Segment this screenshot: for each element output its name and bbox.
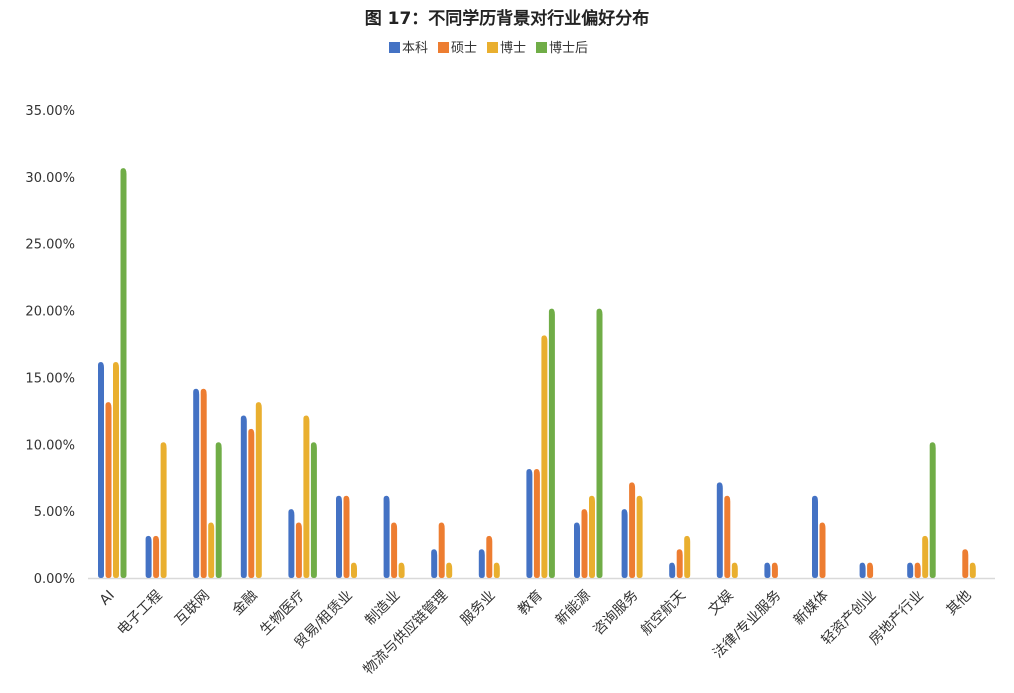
bar-硕士 bbox=[391, 522, 398, 578]
bar-本科 bbox=[621, 509, 628, 578]
x-tick-label: AI bbox=[97, 588, 118, 609]
bar-本科 bbox=[574, 522, 580, 578]
x-tick-label: 航空航天 bbox=[638, 588, 689, 639]
bar-硕士 bbox=[438, 522, 445, 578]
bar-本科 bbox=[193, 388, 200, 578]
y-tick-label: 25.00% bbox=[25, 238, 75, 253]
bar-硕士 bbox=[105, 402, 112, 578]
x-tick-label: 文娱 bbox=[706, 588, 737, 619]
bar-博士后 bbox=[310, 442, 317, 578]
bars bbox=[98, 168, 976, 578]
bar-博士 bbox=[351, 562, 357, 578]
x-tick-label: 咨询服务 bbox=[591, 588, 642, 639]
bar-博士 bbox=[398, 562, 405, 578]
x-tick-label: 服务业 bbox=[458, 588, 499, 629]
bar-硕士 bbox=[819, 522, 826, 578]
legend: 本科 硕士 博士 博士后 bbox=[389, 41, 588, 56]
legend-swatch bbox=[536, 42, 547, 53]
legend-label: 硕士 bbox=[451, 41, 477, 56]
bar-博士 bbox=[303, 415, 310, 578]
bar-本科 bbox=[812, 495, 818, 578]
bar-博士后 bbox=[120, 168, 127, 578]
bar-博士 bbox=[255, 402, 262, 578]
y-tick-label: 10.00% bbox=[25, 438, 75, 453]
bar-硕士 bbox=[486, 535, 493, 578]
bar-博士 bbox=[684, 535, 691, 578]
bar-博士后 bbox=[929, 442, 936, 578]
bar-本科 bbox=[98, 362, 104, 578]
bar-本科 bbox=[859, 562, 866, 578]
bar-本科 bbox=[669, 562, 676, 578]
bar-硕士 bbox=[248, 428, 255, 578]
bar-博士 bbox=[969, 562, 976, 578]
bar-博士 bbox=[922, 535, 929, 578]
bar-博士 bbox=[208, 522, 215, 578]
bar-博士 bbox=[541, 335, 548, 578]
x-tick-label: 教育 bbox=[515, 588, 546, 619]
x-tick-label: 金融 bbox=[230, 588, 261, 619]
bar-硕士 bbox=[581, 509, 588, 578]
legend-label: 本科 bbox=[402, 41, 428, 56]
chart-title: 图 17：不同学历背景对行业偏好分布 bbox=[365, 8, 650, 29]
x-tick-label: 新能源 bbox=[553, 588, 594, 629]
x-tick-label: 其他 bbox=[944, 588, 975, 619]
y-tick-label: 20.00% bbox=[25, 305, 75, 320]
bar-硕士 bbox=[533, 469, 540, 578]
bar-博士 bbox=[636, 495, 643, 578]
x-tick-label: 电子工程 bbox=[115, 588, 166, 639]
bar-本科 bbox=[907, 562, 914, 578]
bar-本科 bbox=[288, 509, 295, 578]
bar-博士 bbox=[731, 562, 738, 578]
x-tick-label: 物流与供应链管理 bbox=[360, 587, 451, 678]
bar-硕士 bbox=[295, 522, 302, 578]
bar-硕士 bbox=[200, 388, 207, 578]
y-tick-label: 15.00% bbox=[25, 371, 75, 386]
bar-硕士 bbox=[676, 549, 683, 578]
x-tick-label: 制造业 bbox=[362, 588, 403, 629]
bar-硕士 bbox=[724, 495, 731, 578]
y-axis: 0.00% 5.00% 10.00% 15.00% 20.00% 25.00% 30.00%… bbox=[25, 104, 75, 587]
bar-本科 bbox=[240, 415, 247, 578]
legend-swatch bbox=[389, 42, 400, 53]
bar-本科 bbox=[383, 495, 390, 578]
y-tick-label: 35.00% bbox=[25, 104, 75, 119]
bar-博士 bbox=[113, 362, 119, 578]
bar-本科 bbox=[526, 469, 533, 578]
y-tick-label: 5.00% bbox=[34, 505, 75, 520]
bar-本科 bbox=[478, 549, 485, 578]
legend-swatch bbox=[487, 42, 498, 53]
x-tick-label: 互联网 bbox=[172, 588, 213, 629]
bar-硕士 bbox=[629, 482, 636, 578]
bar-硕士 bbox=[343, 495, 350, 578]
bar-本科 bbox=[764, 562, 771, 578]
y-tick-label: 0.00% bbox=[34, 572, 75, 587]
bar-硕士 bbox=[153, 535, 160, 578]
bar-博士后 bbox=[596, 308, 603, 578]
legend-label: 博士后 bbox=[549, 41, 588, 56]
bar-博士 bbox=[446, 562, 453, 578]
x-tick-label: 新媒体 bbox=[791, 588, 832, 629]
bar-博士 bbox=[160, 442, 167, 578]
legend-label: 博士 bbox=[500, 41, 526, 56]
bar-博士后 bbox=[548, 308, 555, 578]
bar-博士 bbox=[589, 495, 595, 578]
bar-硕士 bbox=[771, 562, 778, 578]
bar-硕士 bbox=[962, 549, 969, 578]
bar-本科 bbox=[431, 549, 438, 578]
bar-本科 bbox=[716, 482, 723, 578]
bar-硕士 bbox=[867, 562, 874, 578]
bar-本科 bbox=[145, 535, 152, 578]
bar-博士 bbox=[493, 562, 500, 578]
bar-硕士 bbox=[914, 562, 921, 578]
legend-swatch bbox=[438, 42, 449, 53]
y-tick-label: 30.00% bbox=[25, 171, 75, 186]
bar-博士后 bbox=[215, 442, 222, 578]
bar-本科 bbox=[336, 495, 342, 578]
